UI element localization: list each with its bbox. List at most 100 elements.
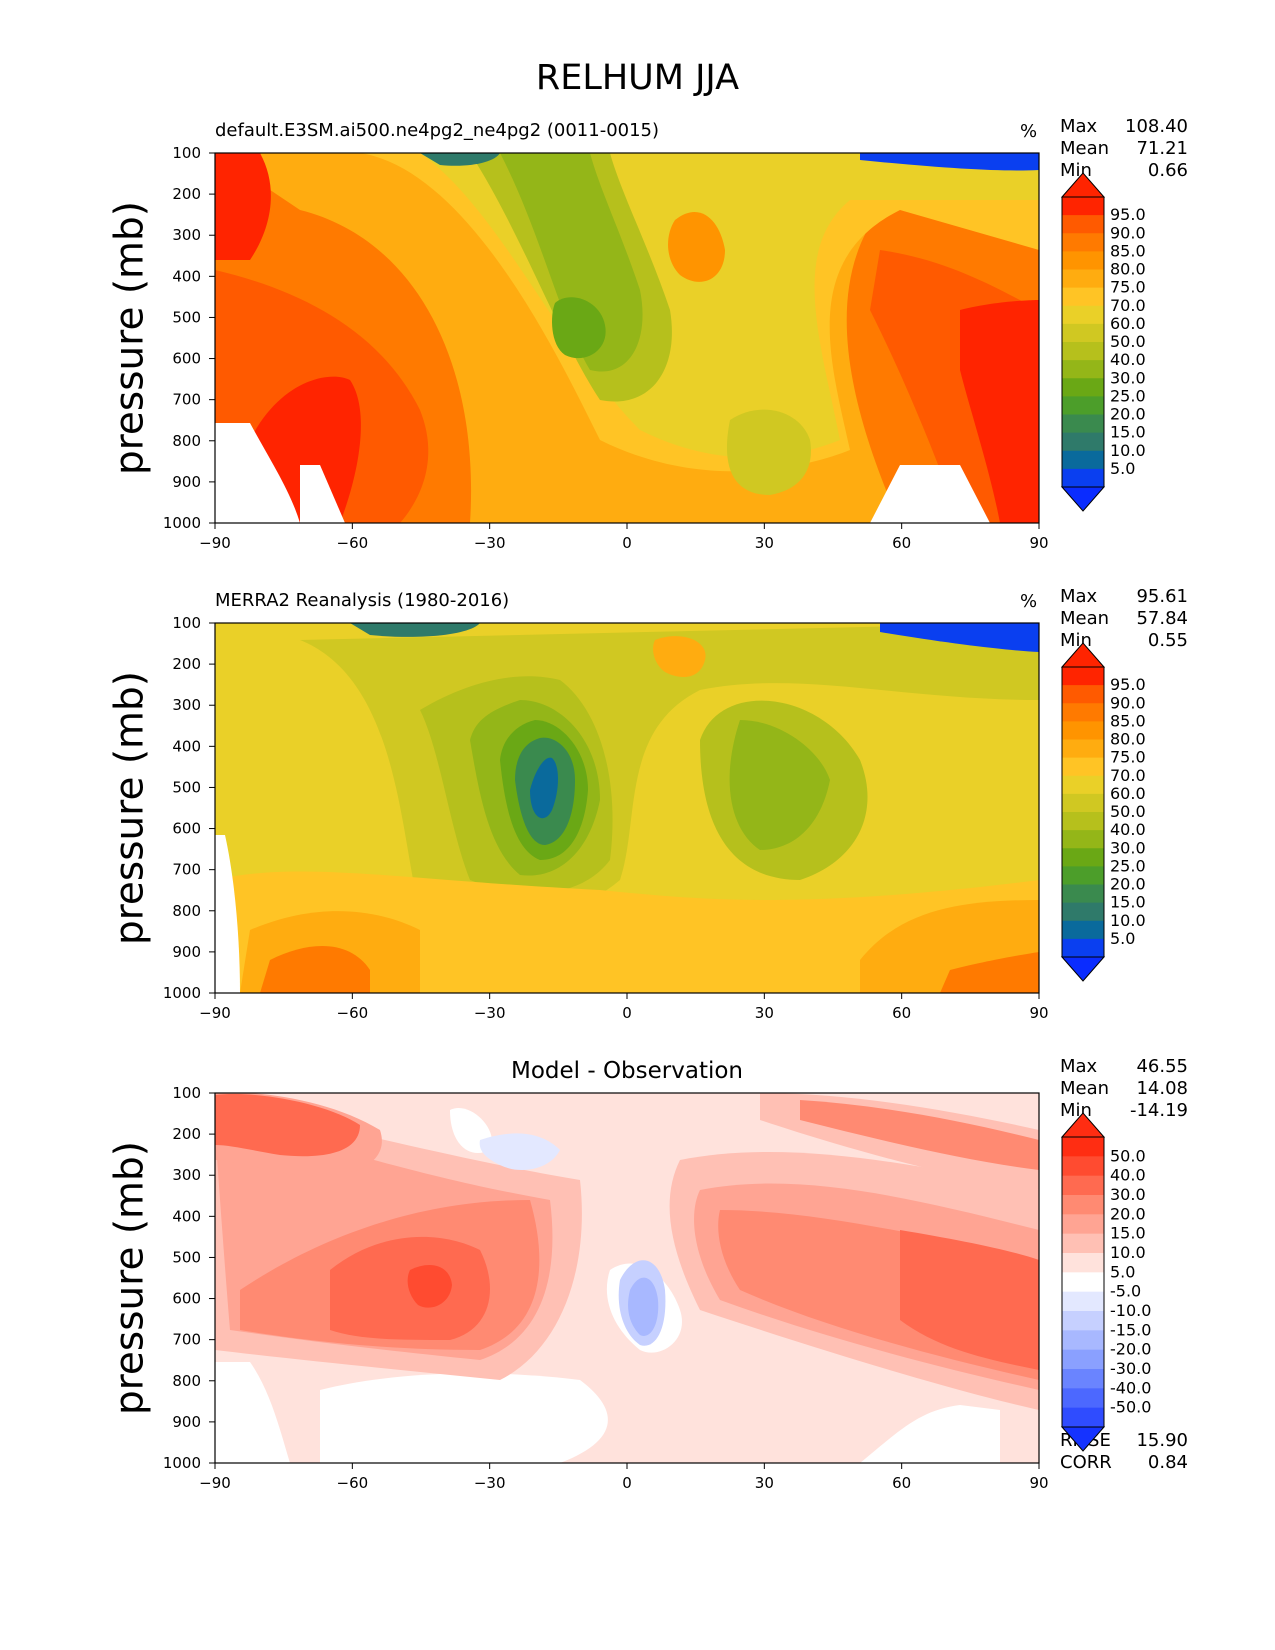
colorbar-label: 90.0 xyxy=(1110,223,1146,242)
contour-region xyxy=(726,409,811,495)
colorbar-label: 30.0 xyxy=(1110,838,1146,857)
colorbar-label: 70.0 xyxy=(1110,766,1146,785)
y-tick-label: 600 xyxy=(172,820,201,838)
colorbar-swatch xyxy=(1062,703,1104,722)
stat-mean: Mean 57.84 xyxy=(1060,608,1188,629)
colorbar-swatch xyxy=(1062,1311,1104,1331)
contour-region xyxy=(900,1230,1039,1370)
plot-area: −90 −60 −30 0 30 60 90 100 200 300 400 500 600 700 800… xyxy=(163,614,1146,1022)
colorbar-label: 85.0 xyxy=(1110,241,1146,260)
x-tick-label: 90 xyxy=(1029,534,1048,552)
colorbar-label: 95.0 xyxy=(1110,205,1146,224)
colorbar-label: -40.0 xyxy=(1110,1378,1151,1397)
contour-field xyxy=(215,623,1039,993)
colorbar-extend-bottom xyxy=(1060,956,1106,982)
y-tick-label: 400 xyxy=(172,267,201,285)
contour-region xyxy=(479,1133,560,1170)
panel-title: default.E3SM.ai500.ne4pg2_ne4pg2 (0011-0… xyxy=(215,120,660,141)
x-tick-label: 0 xyxy=(622,1004,632,1022)
colorbar-swatch xyxy=(1062,1137,1104,1157)
stat-max: Max 46.55 xyxy=(1060,1056,1188,1077)
y-tick-label: 500 xyxy=(172,308,201,326)
colorbar-label: 15.0 xyxy=(1110,893,1146,912)
x-tick-label: 60 xyxy=(892,1474,911,1492)
y-tick-label: 800 xyxy=(172,432,201,450)
contour-region xyxy=(420,153,500,166)
colorbar-swatch xyxy=(1062,757,1104,777)
x-tick-label: 60 xyxy=(892,534,911,552)
colorbar-swatch xyxy=(1062,1349,1104,1370)
colorbar-swatch xyxy=(1062,287,1104,307)
colorbar-label: 60.0 xyxy=(1110,784,1146,803)
contour-region xyxy=(628,1277,659,1336)
plot-area: −90 −60 −30 0 30 60 90 100 200 300 400 500 600 700 800… xyxy=(163,144,1146,552)
y-tick-label: 100 xyxy=(172,144,201,162)
x-tick-label: −30 xyxy=(474,1004,506,1022)
contour-region xyxy=(668,211,725,282)
colorbar-label: 10.0 xyxy=(1110,441,1146,460)
x-tick-label: 30 xyxy=(755,1474,774,1492)
colorbar-swatch xyxy=(1062,1175,1104,1196)
colorbar-label: 70.0 xyxy=(1110,296,1146,315)
colorbar-swatch xyxy=(1062,1369,1104,1389)
contour-region xyxy=(940,952,1039,993)
colorbar-label: 50.0 xyxy=(1110,802,1146,821)
colorbar-label: 40.0 xyxy=(1110,820,1146,839)
x-tick-label: 0 xyxy=(622,1474,632,1492)
contour-region xyxy=(960,300,1039,523)
colorbar-swatch xyxy=(1062,1195,1104,1215)
stat-mean: Mean 14.08 xyxy=(1060,1078,1188,1099)
colorbar-label: 20.0 xyxy=(1110,875,1146,894)
colorbar-label: 20.0 xyxy=(1110,1204,1146,1223)
y-tick-label: 1000 xyxy=(163,514,201,532)
contour-region xyxy=(880,623,1039,652)
colorbar-label: -10.0 xyxy=(1110,1301,1151,1320)
colorbar-swatch xyxy=(1062,667,1104,686)
colorbar-swatch xyxy=(1062,1253,1104,1273)
contour-region xyxy=(500,153,643,372)
colorbar-label: 85.0 xyxy=(1110,711,1146,730)
colorbar-swatch xyxy=(1062,920,1104,940)
colorbar-swatch xyxy=(1062,775,1104,795)
contour-field xyxy=(215,153,1039,523)
colorbar-swatch xyxy=(1062,793,1104,813)
colorbar-swatch xyxy=(1062,432,1104,452)
x-tick-label: −30 xyxy=(474,1474,506,1492)
stat-max: Max 95.61 xyxy=(1060,586,1188,607)
colorbar-label: 80.0 xyxy=(1110,730,1146,749)
x-tick-label: 0 xyxy=(622,534,632,552)
colorbar-label: 25.0 xyxy=(1110,386,1146,405)
contour-region xyxy=(860,1405,1000,1463)
plot-area: −90 −60 −30 0 30 60 90 100 200 300 400 500 600 700 800… xyxy=(163,1084,1152,1492)
colorbar-label: 75.0 xyxy=(1110,278,1146,297)
y-tick-label: 700 xyxy=(172,861,201,879)
x-tick-label: 90 xyxy=(1029,1004,1048,1022)
colorbar-swatch xyxy=(1062,1407,1104,1428)
colorbar-frame xyxy=(1061,196,1105,488)
colorbar: 95.090.085.080.075.070.060.050.040.030.0… xyxy=(1060,642,1146,982)
x-tick-label: −60 xyxy=(337,1474,369,1492)
y-tick-label: 500 xyxy=(172,1248,201,1266)
colorbar-label: 5.0 xyxy=(1110,1262,1135,1281)
x-tick-label: −60 xyxy=(337,534,369,552)
stat-mean: Mean 71.21 xyxy=(1060,138,1188,159)
x-tick-label: −90 xyxy=(199,534,231,552)
y-tick-label: 900 xyxy=(172,473,201,491)
y-tick-label: 900 xyxy=(172,1413,201,1431)
figure-title: RELHUM JJA xyxy=(535,58,740,98)
colorbar-extend-bottom xyxy=(1060,1426,1106,1452)
panel-diff: Model - Observation Max 46.55 Mean 14.08 M… xyxy=(0,1050,1275,1520)
colorbar-swatch xyxy=(1062,866,1104,885)
colorbar-swatch xyxy=(1062,884,1104,904)
colorbar-swatch xyxy=(1062,739,1104,759)
colorbar-label: 30.0 xyxy=(1110,368,1146,387)
colorbar-label: 15.0 xyxy=(1110,423,1146,442)
colorbar-swatch xyxy=(1062,812,1104,831)
colorbar-swatch xyxy=(1062,830,1104,849)
colorbar-swatch xyxy=(1062,360,1104,379)
colorbar-label: 40.0 xyxy=(1110,350,1146,369)
colorbar-label: 10.0 xyxy=(1110,911,1146,930)
colorbar-frame xyxy=(1061,1136,1105,1428)
colorbar-swatch xyxy=(1062,233,1104,252)
